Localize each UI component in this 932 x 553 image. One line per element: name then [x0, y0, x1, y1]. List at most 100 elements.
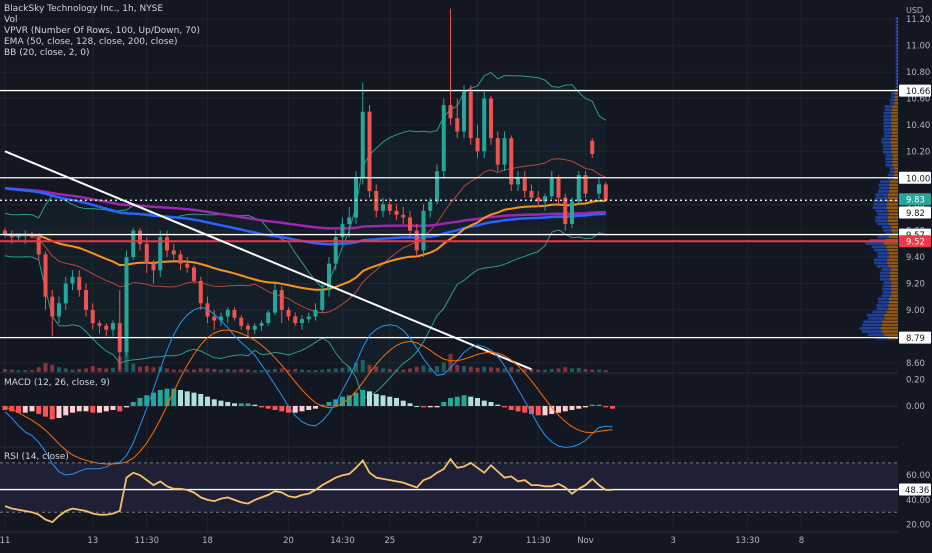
volume-profile-row: [889, 274, 898, 278]
volume-profile-row: [877, 255, 889, 258]
volume-profile-row: [896, 82, 898, 86]
candle-body: [428, 201, 433, 211]
volume-profile-row: [887, 216, 898, 219]
macd-histogram-bar: [380, 395, 386, 406]
volume-profile-row: [889, 186, 898, 190]
volume-profile-row: [895, 72, 897, 76]
trendline[interactable]: [4, 150, 532, 371]
volume-profile-row: [896, 59, 898, 63]
price-label-badge: [899, 193, 931, 206]
candle-body: [178, 254, 183, 264]
macd-histogram-bar: [502, 406, 507, 408]
candle-body: [259, 323, 264, 326]
time-tick-label: 11:30: [526, 536, 551, 546]
volume-bar: [252, 370, 257, 372]
volume-profile-row: [890, 268, 898, 271]
volume-profile-row: [877, 297, 889, 301]
candle-body: [273, 290, 277, 313]
volume-bar: [482, 366, 487, 372]
volume-bar: [387, 369, 392, 372]
volume-profile-row: [880, 180, 890, 183]
volume-bar: [185, 369, 190, 372]
price-tick-label: 9.00: [906, 306, 925, 316]
volume-bar: [590, 369, 595, 372]
macd-histogram-bar: [205, 396, 210, 406]
rsi-pane: [0, 457, 898, 524]
volume-bar: [90, 366, 95, 372]
macd-histogram-bar: [488, 402, 494, 406]
volume-bar: [111, 367, 115, 372]
macd-title[interactable]: MACD (12, 26, close, 9): [4, 378, 110, 388]
volume-legend[interactable]: Vol: [4, 15, 18, 25]
macd-histogram-bar: [36, 406, 42, 414]
candle-body: [36, 237, 41, 255]
volume-profile-row: [888, 300, 898, 304]
macd-histogram-bar: [16, 406, 21, 413]
volume-bar: [77, 369, 82, 372]
candle-body: [219, 316, 223, 321]
candle-body: [462, 91, 466, 132]
vpvr-legend[interactable]: VPVR (Number Of Rows, 100, Up/Down, 70): [4, 26, 201, 36]
volume-profile-row: [873, 248, 888, 252]
candle-body: [144, 243, 149, 264]
horizontal-levels[interactable]: [0, 89, 898, 339]
bb-legend[interactable]: BB (20, close, 2, 0): [4, 48, 90, 58]
macd-histogram-bar: [400, 400, 406, 406]
macd-histogram-bar: [191, 392, 197, 406]
volume-bar: [576, 367, 581, 372]
candle-body: [124, 257, 129, 353]
volume-profile-row: [883, 242, 898, 245]
macd-histogram-bar: [238, 403, 244, 406]
macd-histogram-bar: [313, 406, 318, 409]
macd-histogram-bar: [164, 388, 170, 406]
volume-profile-row: [884, 108, 892, 112]
macd-histogram-bar: [434, 406, 440, 408]
volume-profile-row: [861, 330, 882, 333]
volume-profile-row: [883, 118, 892, 121]
volume-bar: [50, 364, 55, 372]
candle-body: [57, 303, 61, 317]
macd-histogram-bar: [225, 402, 231, 406]
symbol-title[interactable]: BlackSky Technology Inc., 1h, NYSE: [4, 4, 164, 14]
macd-histogram-bar: [286, 406, 291, 413]
volume-profile-row: [875, 209, 888, 213]
candle-body: [556, 177, 561, 198]
candle-body: [597, 184, 601, 194]
candle-body: [381, 204, 385, 211]
time-tick-label: Nov: [577, 536, 594, 546]
volume-profile-row: [891, 229, 898, 232]
volume-profile-row: [892, 160, 898, 164]
candle-body: [387, 204, 392, 211]
candle-body: [495, 138, 500, 165]
grid-lines: [0, 0, 898, 532]
volume-profile-row: [895, 46, 897, 50]
volume-profile-row: [890, 294, 898, 297]
macd-histogram-bar: [137, 398, 143, 406]
ema-legend[interactable]: EMA (50, close, 128, close, 200, close): [4, 37, 178, 47]
volume-bar: [529, 369, 534, 372]
price-tick-label: 11.00: [906, 42, 930, 52]
rsi-title[interactable]: RSI (14, close): [4, 452, 69, 462]
time-tick-label: 18: [202, 536, 213, 546]
volume-bar: [84, 368, 88, 372]
volume-profile-row: [866, 313, 884, 317]
volume-profile-row: [889, 180, 898, 183]
volume-profile-row: [880, 326, 898, 330]
volume-profile-row: [895, 27, 897, 30]
volume-profile-row: [881, 330, 898, 333]
candle-body: [536, 197, 541, 202]
volume-profile-row: [891, 287, 898, 291]
volume-profile-row: [885, 157, 893, 161]
volume-bar: [124, 351, 129, 372]
volume-profile-row: [894, 98, 898, 102]
time-axis[interactable]: 11 13 11:30 18 20 14:30 25 27 11:30 Nov 3 13:30 8: [0, 536, 804, 546]
candle-body: [84, 290, 88, 310]
macd-histogram-bar: [562, 406, 568, 412]
volume-profile-row: [871, 245, 887, 249]
volume-profile-row: [889, 278, 898, 281]
volume-profile-row: [895, 43, 897, 46]
candle-body: [448, 105, 453, 119]
